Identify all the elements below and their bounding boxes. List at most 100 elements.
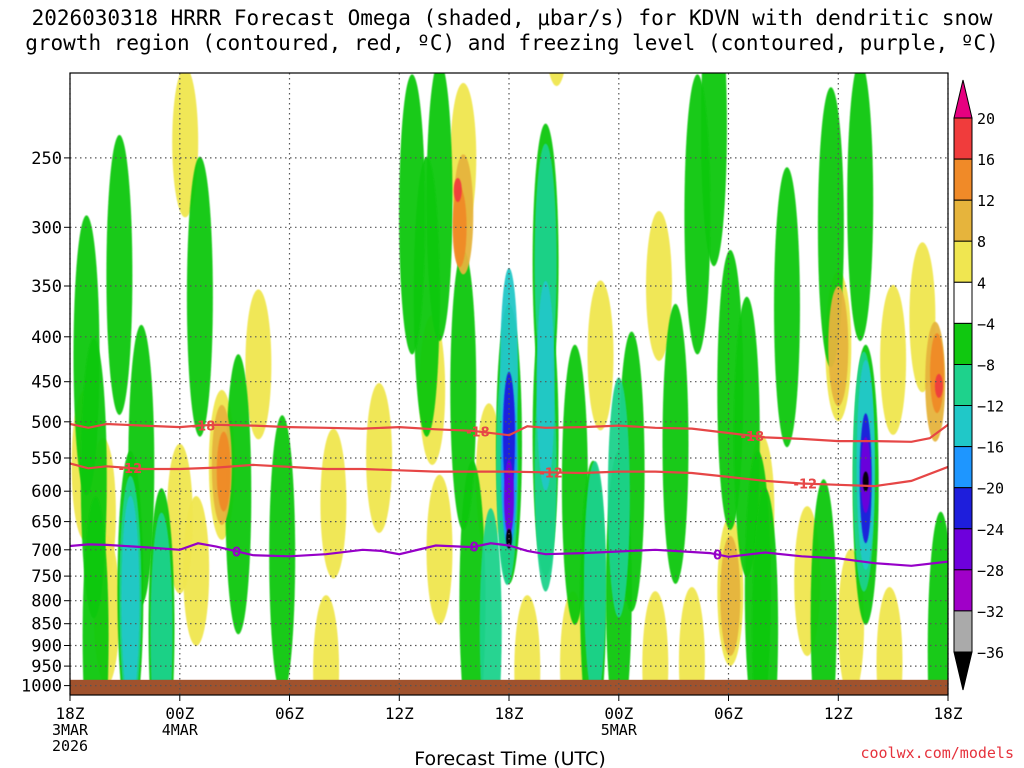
omega-ascent-blob — [150, 512, 173, 695]
colorbar-label: −32 — [977, 603, 1004, 621]
omega-ascent-blob — [774, 167, 800, 448]
colorbar-swatch — [953, 569, 973, 612]
omega-descent-blob — [876, 587, 903, 695]
colorbar-swatch — [953, 158, 973, 201]
contour-label: 0 — [470, 541, 479, 556]
omega-descent-blob — [587, 280, 614, 431]
colorbar-label: −20 — [977, 480, 1004, 498]
y-tick-label: 950 — [31, 657, 62, 677]
colorbar-swatch — [953, 610, 973, 653]
colorbar-label: 20 — [977, 110, 995, 128]
y-tick-label: 550 — [31, 449, 62, 469]
x-tick-label: 06Z — [275, 704, 304, 723]
omega-descent-blob — [452, 187, 467, 268]
omega-ascent-blob — [752, 488, 779, 695]
omega-descent-blob — [453, 178, 462, 202]
y-tick-label: 400 — [31, 328, 62, 348]
omega-ascent-blob — [450, 250, 477, 530]
x-axis-title: Forecast Time (UTC) — [414, 748, 605, 768]
omega-ascent-blob — [186, 156, 213, 437]
omega-descent-blob — [216, 431, 231, 512]
colorbar-swatch — [953, 199, 973, 242]
colorbar-bottom-arrow — [953, 651, 973, 691]
isotherm-line — [70, 422, 948, 443]
freezing-level-line — [70, 542, 948, 567]
colorbar-swatch — [953, 281, 973, 324]
x-tick-label: 18Z — [934, 704, 963, 723]
colorbar-top-arrow — [953, 79, 973, 119]
y-tick-label: 350 — [31, 277, 62, 297]
omega-descent-blob — [828, 286, 849, 407]
omega-descent-blob — [320, 428, 347, 579]
temperature-contours: -18 -18 -18 -12 -12 -12 0 0 0 — [70, 419, 948, 567]
y-tick-label: 600 — [31, 482, 62, 502]
omega-ascent-blob — [847, 73, 874, 342]
y-tick-label: 300 — [31, 218, 62, 238]
y-tick-label: 700 — [31, 541, 62, 561]
colorbar-swatch — [953, 446, 973, 489]
chart-title-line-1: 2026030318 HRRR Forecast Omega (shaded, … — [31, 6, 993, 30]
y-tick-label: 800 — [31, 592, 62, 612]
omega-descent-blob — [245, 289, 272, 440]
omega-shading — [71, 73, 948, 695]
y-tick-label: 750 — [31, 567, 62, 587]
y-tick-label: 900 — [31, 637, 62, 657]
colorbar-swatch — [953, 487, 973, 530]
x-tick-date-label: 4MAR — [162, 721, 199, 739]
colorbar-swatch — [953, 117, 973, 160]
omega-descent-blob — [930, 333, 944, 414]
contour-label: -12 — [539, 466, 563, 481]
omega-ascent-blob — [684, 74, 711, 355]
omega-ascent-blob — [810, 479, 837, 695]
chart-title: 2026030318 HRRR Forecast Omega (shaded, … — [0, 6, 1024, 56]
omega-ascent-blob — [862, 471, 869, 492]
omega-ascent-blob — [536, 280, 555, 491]
omega-ascent-blob — [927, 511, 948, 695]
omega-descent-blob — [514, 595, 541, 695]
omega-ascent-blob — [584, 461, 606, 695]
omega-descent-blob — [934, 373, 943, 398]
omega-descent-blob — [678, 587, 705, 695]
omega-descent-blob — [560, 591, 586, 695]
x-tick-label: 00Z — [165, 704, 194, 723]
omega-ascent-blob — [607, 377, 630, 618]
y-tick-label: 850 — [31, 615, 62, 635]
omega-descent-blob — [549, 73, 564, 87]
contour-label: -18 — [466, 426, 490, 441]
y-tick-label: 500 — [31, 413, 62, 433]
colorbar: 20 16 12 8 4 −4 −8 −12 −16 −20 −24 −28 −32 −36 — [953, 79, 1004, 691]
ground-surface — [70, 679, 948, 695]
omega-ascent-blob — [479, 508, 502, 695]
contour-label: 0 — [232, 545, 241, 560]
colorbar-label: −16 — [977, 439, 1004, 457]
isotherm-line — [70, 462, 948, 488]
colorbar-swatch — [953, 240, 973, 283]
colorbar-label: 8 — [977, 233, 986, 251]
x-tick-label: 12Z — [385, 704, 414, 723]
contour-label: -12 — [119, 462, 143, 477]
colorbar-label: 12 — [977, 192, 995, 210]
omega-ascent-blob — [643, 485, 660, 546]
colorbar-swatch — [953, 405, 973, 448]
omega-descent-blob — [880, 284, 907, 435]
contour-label: -12 — [794, 478, 818, 493]
omega-descent-blob — [172, 73, 199, 218]
omega-ascent-blob — [82, 496, 109, 695]
y-tick-label: 1000 — [21, 677, 62, 697]
site-credit: coolwx.com/models — [860, 744, 1014, 762]
x-tick-label: 06Z — [714, 704, 743, 723]
colorbar-swatch — [953, 322, 973, 365]
colorbar-label: −36 — [977, 644, 1004, 662]
x-tick-label: 00Z — [604, 704, 633, 723]
colorbar-swatch — [953, 528, 973, 571]
x-tick-date-label: 5MAR — [601, 721, 638, 739]
omega-ascent-blob — [399, 74, 426, 355]
y-axis: 2503003504004505005506006507007508008509… — [21, 149, 70, 697]
omega-ascent-blob — [662, 303, 689, 584]
colorbar-swatch — [953, 364, 973, 407]
y-tick-label: 450 — [31, 373, 62, 393]
x-tick-label: 12Z — [824, 704, 853, 723]
contour-label: -18 — [192, 419, 216, 434]
y-tick-label: 650 — [31, 513, 62, 533]
